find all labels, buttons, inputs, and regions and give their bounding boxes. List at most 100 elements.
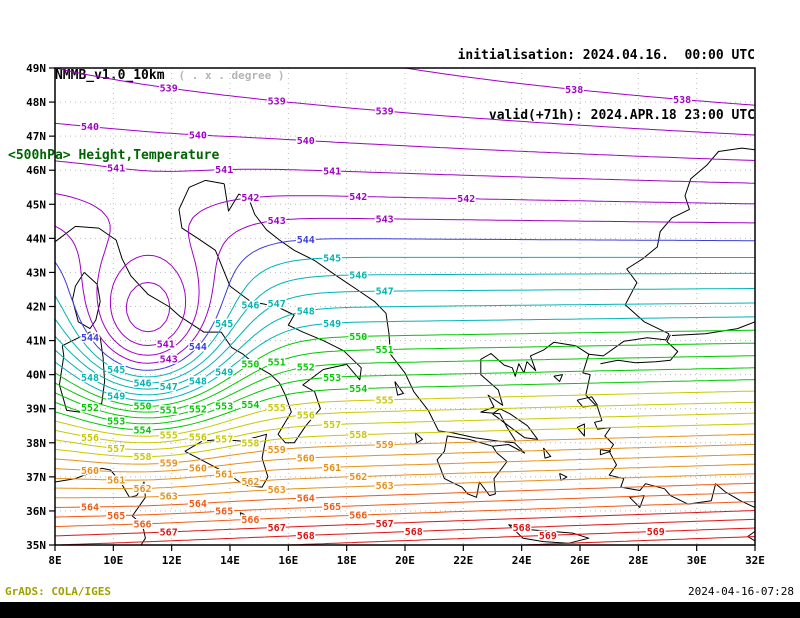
lat-tick-label: 42N	[26, 301, 46, 314]
contour-label-544: 544	[297, 235, 315, 246]
contour-label-548: 548	[297, 307, 315, 318]
contour-label-554: 554	[349, 384, 367, 395]
plot-area: 541 538 538 539 539 539 540 540 540 541 541 541 542 5…	[55, 68, 755, 545]
lat-tick-label: 45N	[26, 198, 46, 211]
contour-line-567	[55, 510, 755, 537]
contour-label-562: 562	[133, 484, 151, 495]
contour-label-564: 564	[189, 499, 207, 510]
lat-tick-label: 48N	[26, 96, 46, 109]
contour-label-538: 538	[673, 95, 691, 106]
coastline-cyclades-naxos	[559, 472, 568, 481]
contour-line-555	[55, 390, 755, 437]
contour-label-541: 541	[323, 166, 341, 177]
contour-line-566	[55, 501, 755, 527]
contour-line-545	[55, 256, 755, 378]
contour-label-548: 548	[81, 373, 99, 384]
contour-label-557: 557	[107, 444, 125, 455]
lat-tick-label: 47N	[26, 130, 46, 143]
contour-label-558: 558	[133, 452, 151, 463]
contour-label-560: 560	[81, 466, 99, 477]
contour-label-556: 556	[81, 433, 99, 444]
lon-tick-label: 18E	[337, 554, 357, 567]
contour-label-557: 557	[215, 434, 233, 445]
lat-tick-label: 40N	[26, 369, 46, 382]
contour-label-554: 554	[241, 400, 259, 411]
contour-line-561	[55, 453, 755, 481]
contour-line-540	[55, 122, 755, 333]
contour-label-540: 540	[81, 122, 99, 133]
contour-label-542: 542	[241, 193, 259, 204]
lat-tick-label: 36N	[26, 505, 46, 518]
contour-line-564	[55, 482, 755, 508]
contour-label-546: 546	[349, 271, 367, 282]
contour-line-549	[55, 316, 755, 402]
contour-label-549: 549	[107, 392, 125, 403]
coastline-lemnos	[553, 374, 563, 382]
contour-label-564: 564	[297, 494, 315, 505]
contour-label-561: 561	[323, 463, 341, 474]
contour-line-558	[55, 423, 755, 458]
contour-label-563: 563	[268, 485, 286, 496]
lon-tick-label: 14E	[220, 554, 240, 567]
contour-label-567: 567	[268, 523, 286, 534]
contour-label-546: 546	[133, 379, 151, 390]
contour-line-559	[55, 433, 755, 465]
init-time: initialisation: 2024.04.16. 00:00 UTC	[457, 48, 755, 63]
contour-label-559: 559	[268, 445, 286, 456]
coastline-turkey-blacksea	[671, 321, 755, 336]
contour-label-547: 547	[160, 382, 178, 393]
contour-label-541: 541	[157, 340, 175, 351]
contour-label-553: 553	[215, 402, 233, 413]
lat-tick-label: 38N	[26, 437, 46, 450]
contour-line-546	[55, 272, 755, 384]
contour-label-559: 559	[160, 459, 178, 470]
contour-line-556	[55, 401, 755, 444]
contour-line-551	[55, 342, 755, 413]
contour-label-562: 562	[349, 472, 367, 483]
lat-tick-label: 46N	[26, 164, 46, 177]
contour-line-547	[55, 288, 755, 390]
coastline-peloponnese	[436, 435, 508, 498]
contour-label-542: 542	[457, 194, 475, 205]
contour-label-550: 550	[241, 359, 259, 370]
contour-line-569	[288, 527, 755, 545]
lon-tick-label: 8E	[48, 554, 61, 567]
contour-label-543: 543	[160, 355, 178, 366]
coastline-crete	[508, 524, 590, 544]
contour-label-569: 569	[647, 527, 665, 538]
contour-label-553: 553	[323, 373, 341, 384]
contour-label-541: 541	[107, 163, 125, 174]
contour-line-563	[55, 473, 755, 499]
lat-tick-label: 39N	[26, 403, 46, 416]
lat-tick-label: 37N	[26, 471, 46, 484]
contour-label-555: 555	[268, 403, 286, 414]
contour-line-557	[55, 412, 755, 450]
contour-label-540: 540	[297, 136, 315, 147]
coastline-blacksea-west	[624, 147, 755, 335]
lat-tick-label: 49N	[26, 62, 46, 75]
lat-tick-label: 35N	[26, 539, 46, 552]
contour-line-548	[55, 302, 755, 396]
bottom-bar	[0, 602, 800, 618]
contour-label-547: 547	[376, 287, 394, 298]
contour-label-549: 549	[323, 319, 341, 330]
lon-tick-label: 22E	[453, 554, 473, 567]
lon-tick-label: 24E	[512, 554, 532, 567]
coastline-marmara-south	[600, 334, 679, 365]
contour-label-567: 567	[160, 527, 178, 538]
lon-tick-label: 12E	[162, 554, 182, 567]
contour-line-560	[55, 443, 755, 473]
contour-label-539: 539	[268, 97, 286, 108]
contour-label-553: 553	[107, 417, 125, 428]
contour-label-565: 565	[323, 502, 341, 513]
header-right: initialisation: 2024.04.16. 00:00 UTC va…	[458, 6, 755, 166]
coastline-chios	[576, 423, 585, 437]
contour-label-561: 561	[107, 476, 125, 487]
grads-credit: GrADS: COLA/IGES	[5, 585, 111, 598]
contour-label-556: 556	[297, 410, 315, 421]
contour-label-551: 551	[268, 358, 286, 369]
contour-label-552: 552	[81, 403, 99, 414]
lon-tick-label: 28E	[628, 554, 648, 567]
contour-line-552	[55, 355, 755, 419]
